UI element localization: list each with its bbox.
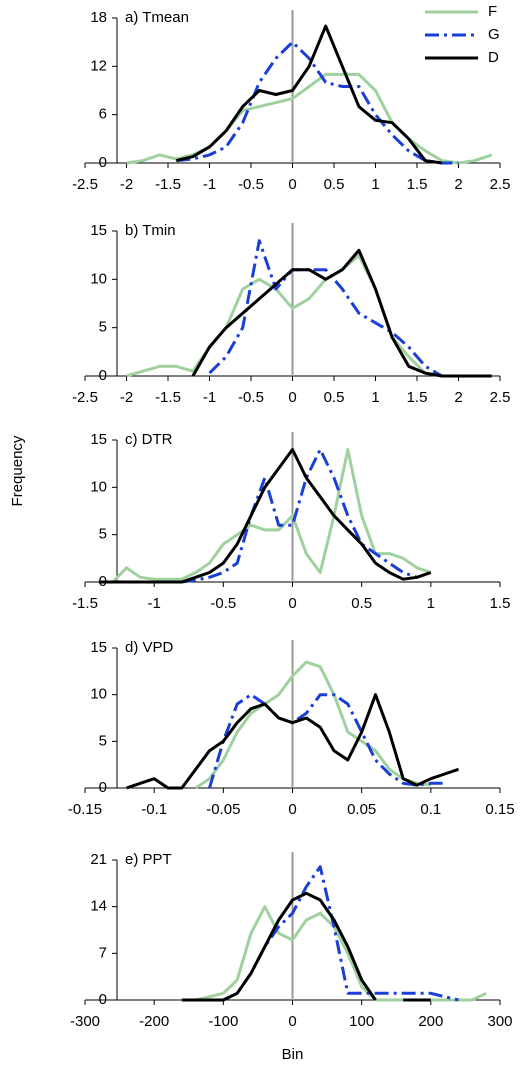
x-tick-label: 0.5 xyxy=(324,389,345,406)
x-tick-label: 1 xyxy=(371,389,379,406)
legend-label: F xyxy=(488,3,497,20)
legend-label: G xyxy=(488,26,500,43)
series-line xyxy=(98,448,432,584)
x-tick-label: -0.1 xyxy=(141,801,167,818)
y-tick-label: 15 xyxy=(90,639,107,656)
x-tick-label: 2 xyxy=(454,176,462,193)
x-tick-label: 1.5 xyxy=(490,595,511,612)
x-tick-label: -0.5 xyxy=(238,176,264,193)
x-tick-label: -1 xyxy=(203,176,216,193)
y-tick-label: 15 xyxy=(90,431,107,448)
x-tick-label: 100 xyxy=(349,1013,374,1030)
x-tick-label: 300 xyxy=(487,1013,512,1030)
x-tick-label: 0 xyxy=(288,801,296,818)
x-tick-label: -1.5 xyxy=(155,176,181,193)
x-tick-label: 1 xyxy=(427,595,435,612)
series-line xyxy=(126,693,459,790)
x-tick-label: 0 xyxy=(288,389,296,406)
x-tick-label: -300 xyxy=(70,1013,100,1030)
x-tick-label: 200 xyxy=(418,1013,443,1030)
x-tick-label: -200 xyxy=(139,1013,169,1030)
panel-title: d) VPD xyxy=(125,639,174,656)
x-tick-label: -2.5 xyxy=(72,176,98,193)
x-tick-label: 0 xyxy=(288,1013,296,1030)
y-tick-label: 6 xyxy=(99,106,107,123)
legend-label: D xyxy=(488,49,499,66)
y-tick-label: 14 xyxy=(90,898,107,915)
panel-title: a) Tmean xyxy=(125,9,189,26)
x-tick-label: -1.5 xyxy=(155,389,181,406)
y-tick-label: 5 xyxy=(99,526,107,543)
x-tick-label: -2.5 xyxy=(72,389,98,406)
y-tick-label: 18 xyxy=(90,9,107,26)
y-tick-label: 5 xyxy=(99,319,107,336)
x-tick-label: 0.1 xyxy=(420,801,441,818)
x-tick-label: 0.05 xyxy=(347,801,376,818)
y-tick-label: 10 xyxy=(90,270,107,287)
panel-title: e) PPT xyxy=(125,851,172,868)
y-tick-label: 7 xyxy=(99,944,107,961)
x-tick-label: 1.5 xyxy=(407,389,428,406)
x-tick-label: 2 xyxy=(454,389,462,406)
x-tick-label: -100 xyxy=(208,1013,238,1030)
x-tick-label: 0.5 xyxy=(351,595,372,612)
x-tick-label: 0.5 xyxy=(324,176,345,193)
x-tick-label: 2.5 xyxy=(490,389,511,406)
series-line xyxy=(126,72,493,165)
series-line xyxy=(181,448,418,584)
x-tick-label: -2 xyxy=(120,176,133,193)
y-tick-label: 12 xyxy=(90,57,107,74)
y-tick-label: 0 xyxy=(99,154,107,171)
series-line xyxy=(126,253,492,378)
x-axis-label: Bin xyxy=(282,1046,304,1063)
x-tick-label: 0 xyxy=(288,176,296,193)
x-tick-label: 0.15 xyxy=(485,801,514,818)
series-line xyxy=(98,448,432,584)
series-line xyxy=(181,891,431,1002)
y-tick-label: 15 xyxy=(90,222,107,239)
x-tick-label: -0.5 xyxy=(210,595,236,612)
y-tick-label: 21 xyxy=(90,851,107,868)
x-tick-label: 1.5 xyxy=(407,176,428,193)
series-line xyxy=(208,693,445,789)
y-tick-label: 10 xyxy=(90,478,107,495)
x-tick-label: -1 xyxy=(147,595,160,612)
series-line xyxy=(191,248,492,378)
x-tick-label: -1.5 xyxy=(72,595,98,612)
x-tick-label: -0.5 xyxy=(238,389,264,406)
x-tick-label: -2 xyxy=(120,389,133,406)
x-tick-label: -0.05 xyxy=(206,801,240,818)
y-tick-label: 0 xyxy=(99,367,107,384)
x-tick-label: 2.5 xyxy=(490,176,511,193)
y-tick-label: 0 xyxy=(99,779,107,796)
series-line xyxy=(175,24,443,165)
x-tick-label: -0.15 xyxy=(68,801,102,818)
y-tick-label: 10 xyxy=(90,686,107,703)
x-tick-label: 1 xyxy=(371,176,379,193)
y-tick-label: 5 xyxy=(99,732,107,749)
x-tick-label: 0 xyxy=(288,595,296,612)
y-axis-label: Frequency xyxy=(9,435,26,506)
panel-title: c) DTR xyxy=(125,431,173,448)
panel-title: b) Tmin xyxy=(125,222,176,239)
y-tick-label: 0 xyxy=(99,991,107,1008)
series-line xyxy=(208,239,459,378)
x-tick-label: -1 xyxy=(203,389,216,406)
series-line xyxy=(194,660,432,790)
